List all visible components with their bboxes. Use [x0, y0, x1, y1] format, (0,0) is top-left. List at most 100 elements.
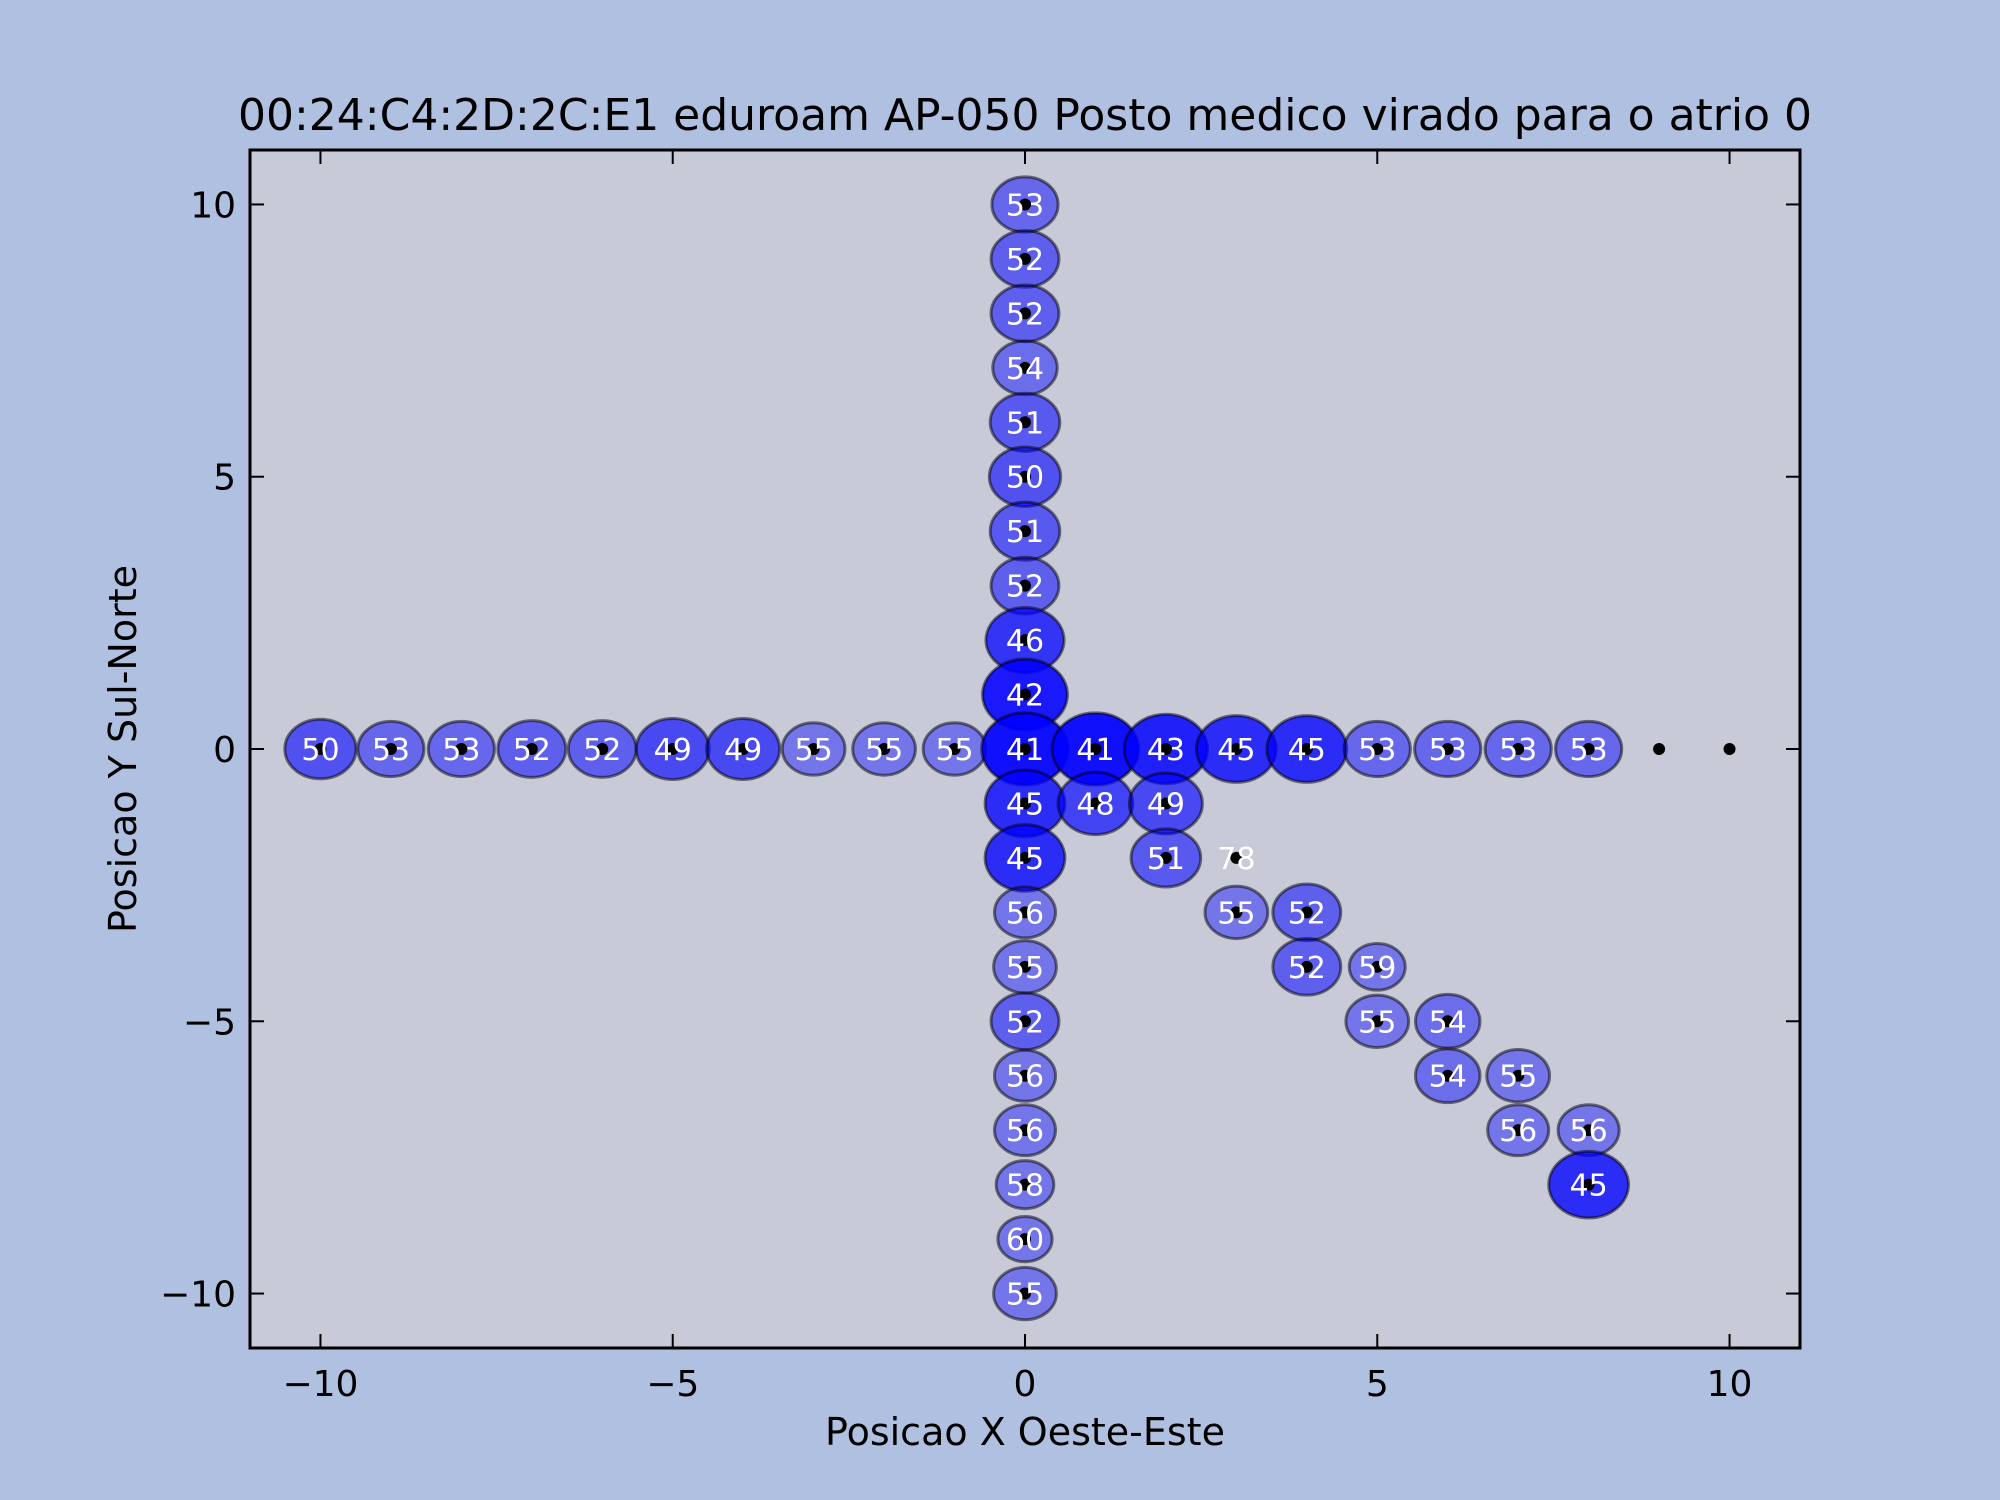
data-label: 55 [1358, 1005, 1396, 1040]
x-tick-label: −5 [646, 1364, 699, 1405]
data-point: 48 [1056, 770, 1135, 837]
data-point: 51 [988, 500, 1062, 562]
point-dot [1019, 307, 1031, 320]
data-point: 53 [990, 175, 1060, 234]
y-tick-label: 5 [213, 458, 236, 499]
x-tick-label: 10 [1707, 1364, 1753, 1405]
point-dot [1019, 851, 1031, 864]
point-dot [807, 743, 820, 755]
data-label: 54 [1006, 352, 1044, 387]
data-label: 50 [301, 733, 339, 768]
point-dot [1019, 361, 1031, 374]
data-point: 50 [987, 445, 1063, 508]
data-point: 52 [989, 229, 1061, 289]
data-point: 52 [989, 555, 1061, 616]
data-label: 49 [654, 733, 692, 768]
point-dot [1159, 851, 1172, 864]
data-point: 56 [992, 1103, 1058, 1158]
point-dot [1582, 743, 1595, 755]
data-point: 45 [983, 823, 1067, 893]
point-dot [1019, 960, 1031, 973]
data-point: 45 [1194, 714, 1278, 784]
point-dot [1089, 743, 1102, 755]
point-dot [1371, 1015, 1384, 1028]
point-dot [1723, 743, 1736, 755]
y-axis-label: Posicao Y Sul-Norte [101, 565, 145, 933]
data-label: 43 [1147, 733, 1185, 768]
point-dot [1441, 743, 1454, 755]
data-label: 49 [724, 733, 762, 768]
point-dot [1019, 688, 1031, 701]
data-label: 60 [1006, 1223, 1044, 1258]
data-label: 54 [1429, 1060, 1467, 1095]
point-dot [666, 743, 679, 755]
data-label: 52 [1006, 570, 1044, 605]
point-dot [1019, 1124, 1031, 1137]
data-point: 45 [1265, 714, 1349, 784]
y-tick-label: −5 [183, 1002, 236, 1043]
point-dot [1653, 743, 1666, 755]
data-point: 52 [1271, 936, 1343, 997]
data-point [1723, 743, 1736, 755]
data-label: 45 [1288, 733, 1326, 768]
point-dot [1230, 906, 1243, 919]
point-dot [1019, 1233, 1031, 1246]
x-tick-label: 0 [1014, 1364, 1037, 1405]
data-label: 50 [1006, 461, 1044, 496]
data-label: 56 [1006, 1114, 1044, 1149]
data-point: 52 [496, 719, 568, 779]
data-label: 78 [1217, 842, 1255, 877]
point-dot [1019, 1287, 1031, 1300]
point-dot [1300, 743, 1313, 755]
bubble-layer: 53 52 52 54 51 50 51 52 46 42 50 53 53 52 52 49 49 55 55 55… [283, 175, 1736, 1322]
data-point: 52 [1271, 882, 1343, 943]
tick-layer: −10 −5 0 5 10 −10 −5 0 5 10 [160, 150, 1800, 1405]
data-point: 59 [1347, 941, 1407, 992]
data-point: 55 [1203, 884, 1270, 941]
data-label: 56 [1006, 896, 1044, 931]
data-label: 58 [1006, 1169, 1044, 1204]
point-dot [1019, 470, 1031, 483]
point-dot [1371, 743, 1384, 755]
point-dot [1019, 1069, 1031, 1082]
data-point: 53 [356, 719, 426, 779]
data-point: 53 [1342, 719, 1412, 779]
y-tick-label: 0 [213, 730, 236, 771]
data-label: 56 [1570, 1114, 1608, 1149]
data-label: 52 [1006, 243, 1044, 278]
data-point: 52 [989, 283, 1061, 344]
data-label: 53 [372, 733, 410, 768]
data-label: 53 [1429, 733, 1467, 768]
x-tick-label: 5 [1366, 1364, 1389, 1405]
point-dot [1371, 960, 1384, 973]
chart-title: 00:24:C4:2D:2C:E1 eduroam AP-050 Posto m… [238, 90, 1812, 141]
point-dot [737, 743, 750, 755]
data-label: 55 [865, 733, 903, 768]
data-label: 52 [1288, 896, 1326, 931]
data-label: 42 [1006, 679, 1044, 714]
data-label: 51 [1006, 406, 1044, 441]
point-dot [314, 743, 327, 755]
data-point: 54 [1413, 1047, 1482, 1105]
data-label: 52 [583, 733, 621, 768]
data-label: 55 [935, 733, 973, 768]
y-tick-label: −10 [160, 1275, 236, 1316]
point-dot [1441, 1069, 1454, 1082]
data-point: 55 [780, 721, 847, 777]
data-point: 52 [989, 991, 1061, 1052]
data-label: 53 [442, 733, 480, 768]
data-label: 55 [795, 733, 833, 768]
data-point: 53 [426, 719, 496, 779]
data-label: 55 [1006, 951, 1044, 986]
point-dot [1019, 416, 1031, 429]
data-point: 54 [1413, 992, 1482, 1050]
data-point: 54 [991, 339, 1059, 397]
data-point: 56 [992, 1048, 1058, 1103]
point-dot [1230, 851, 1243, 864]
data-label: 45 [1006, 842, 1044, 877]
data-point: 45 [983, 768, 1067, 839]
data-point: 51 [988, 391, 1062, 453]
data-label: 53 [1499, 733, 1537, 768]
x-axis-label: Posicao X Oeste-Este [825, 1410, 1225, 1454]
